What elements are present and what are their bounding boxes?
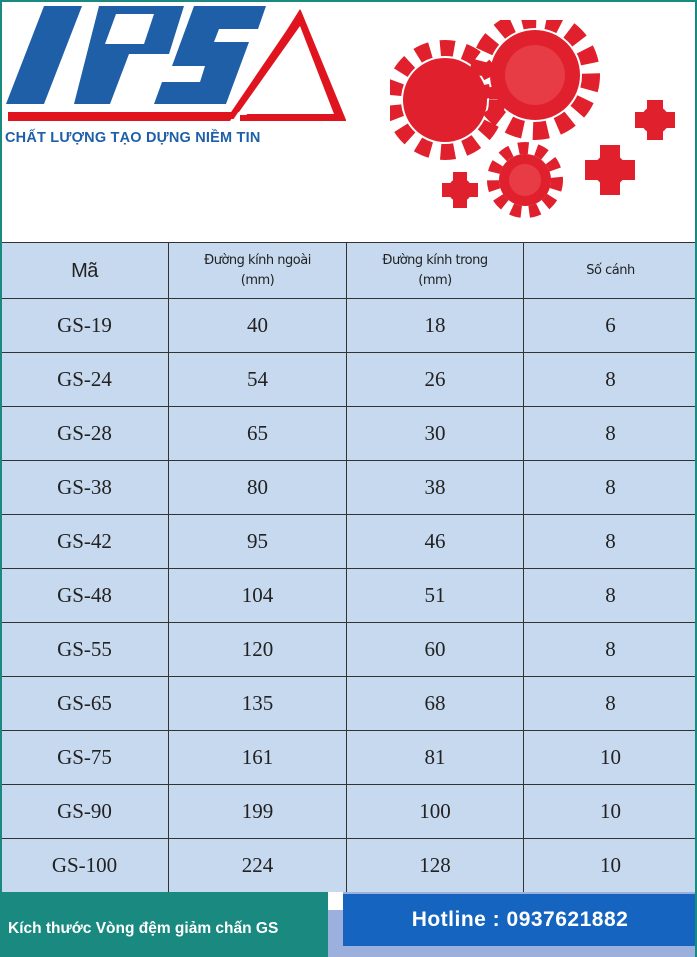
cell-inner-diameter: 51	[346, 568, 524, 623]
header-inner-diameter: Đường kính trong (mm)	[346, 242, 524, 299]
ips-logo	[6, 6, 346, 121]
cell-inner-diameter: 30	[346, 406, 524, 461]
cell-outer-diameter: 40	[168, 298, 347, 353]
cell-blade-count: 8	[523, 352, 697, 407]
table-header-row: Mã Đường kính ngoài (mm) Đường kính trong…	[0, 242, 697, 299]
cell-inner-diameter: 38	[346, 460, 524, 515]
table-row: GS-19 40 18 6	[0, 298, 697, 353]
table-row: GS-90 199 100 10	[0, 784, 697, 839]
cell-code: GS-28	[0, 406, 169, 461]
header: CHẤT LƯỢNG TẠO DỰNG NIỀM TIN	[0, 0, 697, 242]
cell-inner-diameter: 46	[346, 514, 524, 569]
cell-outer-diameter: 199	[168, 784, 347, 839]
table-row: GS-55 120 60 8	[0, 622, 697, 677]
product-image	[390, 20, 675, 218]
cell-outer-diameter: 224	[168, 838, 347, 893]
cell-blade-count: 10	[523, 838, 697, 893]
cell-inner-diameter: 68	[346, 676, 524, 731]
header-unit: (mm)	[418, 272, 452, 288]
cell-outer-diameter: 65	[168, 406, 347, 461]
table-row: GS-75 161 81 10	[0, 730, 697, 785]
cell-inner-diameter: 18	[346, 298, 524, 353]
cell-inner-diameter: 100	[346, 784, 524, 839]
cell-blade-count: 8	[523, 622, 697, 677]
header-label: Đường kính trong	[382, 252, 488, 268]
cell-outer-diameter: 95	[168, 514, 347, 569]
hotline-banner: Hotline : 0937621882	[343, 894, 697, 946]
header-blade-count: Số cánh	[523, 242, 697, 299]
cell-code: GS-65	[0, 676, 169, 731]
header-label: Đường kính ngoài	[204, 252, 311, 268]
table-row: GS-42 95 46 8	[0, 514, 697, 569]
cell-inner-diameter: 128	[346, 838, 524, 893]
cell-outer-diameter: 135	[168, 676, 347, 731]
slogan: CHẤT LƯỢNG TẠO DỰNG NIỀM TIN	[5, 130, 261, 146]
table-row: GS-65 135 68 8	[0, 676, 697, 731]
cell-code: GS-100	[0, 838, 169, 893]
divider	[328, 892, 343, 910]
header-outer-diameter: Đường kính ngoài (mm)	[168, 242, 347, 299]
table-row: GS-24 54 26 8	[0, 352, 697, 407]
cell-blade-count: 6	[523, 298, 697, 353]
caption-banner: Kích thước Vòng đệm giảm chấn GS	[0, 892, 328, 957]
table-row: GS-48 104 51 8	[0, 568, 697, 623]
header-unit: (mm)	[240, 272, 275, 288]
table-row: GS-100 224 128 10	[0, 838, 697, 893]
cell-code: GS-19	[0, 298, 169, 353]
cell-outer-diameter: 104	[168, 568, 347, 623]
cell-blade-count: 8	[523, 676, 697, 731]
size-table: Mã Đường kính ngoài (mm) Đường kính trong…	[0, 242, 697, 893]
cell-code: GS-90	[0, 784, 169, 839]
cell-blade-count: 8	[523, 568, 697, 623]
header-label: Mã	[71, 259, 98, 282]
header-label: Số cánh	[586, 262, 635, 278]
table-row: GS-38 80 38 8	[0, 460, 697, 515]
cell-blade-count: 10	[523, 730, 697, 785]
cell-outer-diameter: 120	[168, 622, 347, 677]
cell-code: GS-75	[0, 730, 169, 785]
cell-inner-diameter: 60	[346, 622, 524, 677]
cell-code: GS-24	[0, 352, 169, 407]
cell-code: GS-55	[0, 622, 169, 677]
table-row: GS-28 65 30 8	[0, 406, 697, 461]
